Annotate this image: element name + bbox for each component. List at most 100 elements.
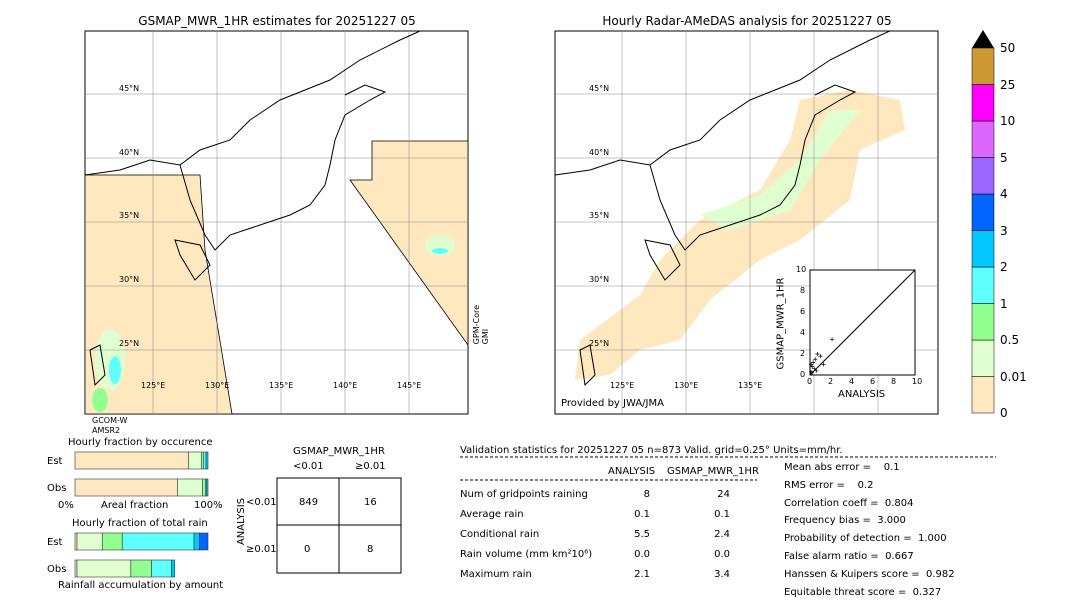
score-line: Probability of detection = 1.000 [784,533,947,545]
colorbar-segment [971,193,995,231]
stats-row-analysis: 0.1 [634,509,650,520]
lon-label: 135°E [269,381,294,390]
scatter-xtick: 10 [912,377,923,386]
fraction-bar-segment [199,532,209,551]
scatter-ylabel: GSMAP_MWR_1HR [775,277,787,370]
stats-row-analysis: 5.5 [634,529,650,540]
left-map-title: GSMAP_MWR_1HR estimates for 20251227 05 [138,14,416,28]
right-map-title: Hourly Radar-AMeDAS analysis for 2025122… [602,14,892,28]
colorbar-segment [971,84,995,122]
col-header-lt: <0.01 [293,461,324,472]
colorbar-tick-label: 0.5 [1000,333,1020,347]
scatter-ytick: 4 [800,328,806,337]
left-map [84,30,469,415]
scatter-ytick: 10 [796,265,807,274]
colorbar-extend-triangle [972,30,994,48]
scatter-point [809,362,814,367]
scatter-point [811,360,816,365]
radar-coverage [575,90,905,380]
stats-row-gsmap: 3.4 [714,569,730,580]
sensor-label-right: GPM-Core GMI [472,305,490,345]
lat-label: 35°N [119,211,140,220]
stats-row-label: Maximum rain [460,569,532,580]
lat-label: 45°N [119,84,140,93]
contingency-title: GSMAP_MWR_1HR [293,446,385,457]
lat-label: 40°N [589,148,610,157]
colorbar-tick-label: 50 [1000,41,1016,55]
stats-col-analysis: ANALYSIS [608,466,656,477]
lon-label: 140°E [333,381,358,390]
fraction-bar-segment [151,559,172,578]
lon-label: 125°E [610,381,635,390]
cell-01: 16 [364,497,377,508]
fraction-bar-segment [202,478,206,497]
lat-label: 25°N [589,339,610,348]
scatter-ytick: 6 [800,307,806,316]
sensor-label-bottom: GCOM-W AMSR2 [92,416,128,435]
fraction-bar-segment [76,559,132,578]
fraction-bar-segment [171,559,176,578]
fraction-bar-segment [130,559,152,578]
colorbar-segment [971,339,995,377]
score-line: Equitable threat score = 0.327 [784,586,942,598]
scatter-point [830,337,835,342]
colorbar-segment [971,47,995,85]
occ-xlabel: Areal fraction [101,500,169,511]
score-line: Correlation coeff = 0.804 [784,497,914,509]
scatter-ytick: 8 [800,286,806,295]
cell-11: 8 [367,544,374,555]
stats-row-label: Rain volume (mm km²10⁶) [460,549,593,560]
colorbar-tick-label: 5 [1000,150,1008,165]
fraction-bar-segment [74,478,178,497]
lon-label: 125°E [141,381,166,390]
lon-label: 135°E [738,381,763,390]
colorbar-tick-label: 0 [1000,406,1008,420]
occ-tick-100: 100% [194,500,223,511]
lat-label: 30°N [119,275,140,284]
fraction-bar-segment [193,532,200,551]
coastline [84,30,421,387]
col-header-ge: ≥0.01 [355,461,386,472]
scatter-xtick: 0 [807,377,813,386]
scatter-xtick: 6 [870,377,876,386]
colorbar-tick-label: 25 [1000,77,1016,92]
colorbar-tick-label: 1 [1000,296,1008,311]
occ-est-label: Est [47,456,63,467]
fraction-bar-segment [101,532,123,551]
lat-label: 40°N [119,148,140,157]
stats-header: Validation statistics for 20251227 05 n=… [460,445,843,456]
colorbar-tick-label: 10 [1000,114,1016,128]
cell-10: 0 [304,544,311,555]
rain-title: Hourly fraction of total rain [72,518,208,529]
fraction-bar-segment [206,478,209,497]
rain-est-label: Est [47,537,63,548]
colorbar-segment [971,230,995,268]
lat-label: 35°N [589,211,610,220]
fraction-bars [74,451,209,578]
fraction-bar-segment [74,451,190,470]
scatter-ytick: 2 [800,349,806,358]
rain-obs-label: Obs [47,564,67,575]
stats-row-label: Num of gridpoints raining [460,489,588,500]
scatter-point [810,364,815,369]
colorbar-tick-label: 4 [1000,187,1008,201]
fraction-bar-segment [188,451,202,470]
fraction-bar-segment [76,532,103,551]
occ-tick-0: 0% [58,500,74,511]
grid-lines [85,31,468,414]
scatter-xtick: 8 [891,377,897,386]
lon-label: 130°E [674,381,699,390]
stats-row-gsmap: 24 [717,489,730,500]
fraction-bar-segment [205,451,209,470]
lat-label: 25°N [119,339,140,348]
score-line: False alarm ratio = 0.667 [784,551,914,562]
credit-label: Provided by JWA/JMA [561,398,664,409]
lon-label: 145°E [397,381,422,390]
colorbar-segment [971,303,995,341]
scatter-point [810,370,815,375]
score-line: RMS error = 0.2 [784,479,874,491]
fraction-bar-segment [121,532,195,551]
lon-label: 130°E [205,381,230,390]
stats-row-gsmap: 0.1 [714,509,730,520]
score-line: Frequency bias = 3.000 [784,515,906,527]
